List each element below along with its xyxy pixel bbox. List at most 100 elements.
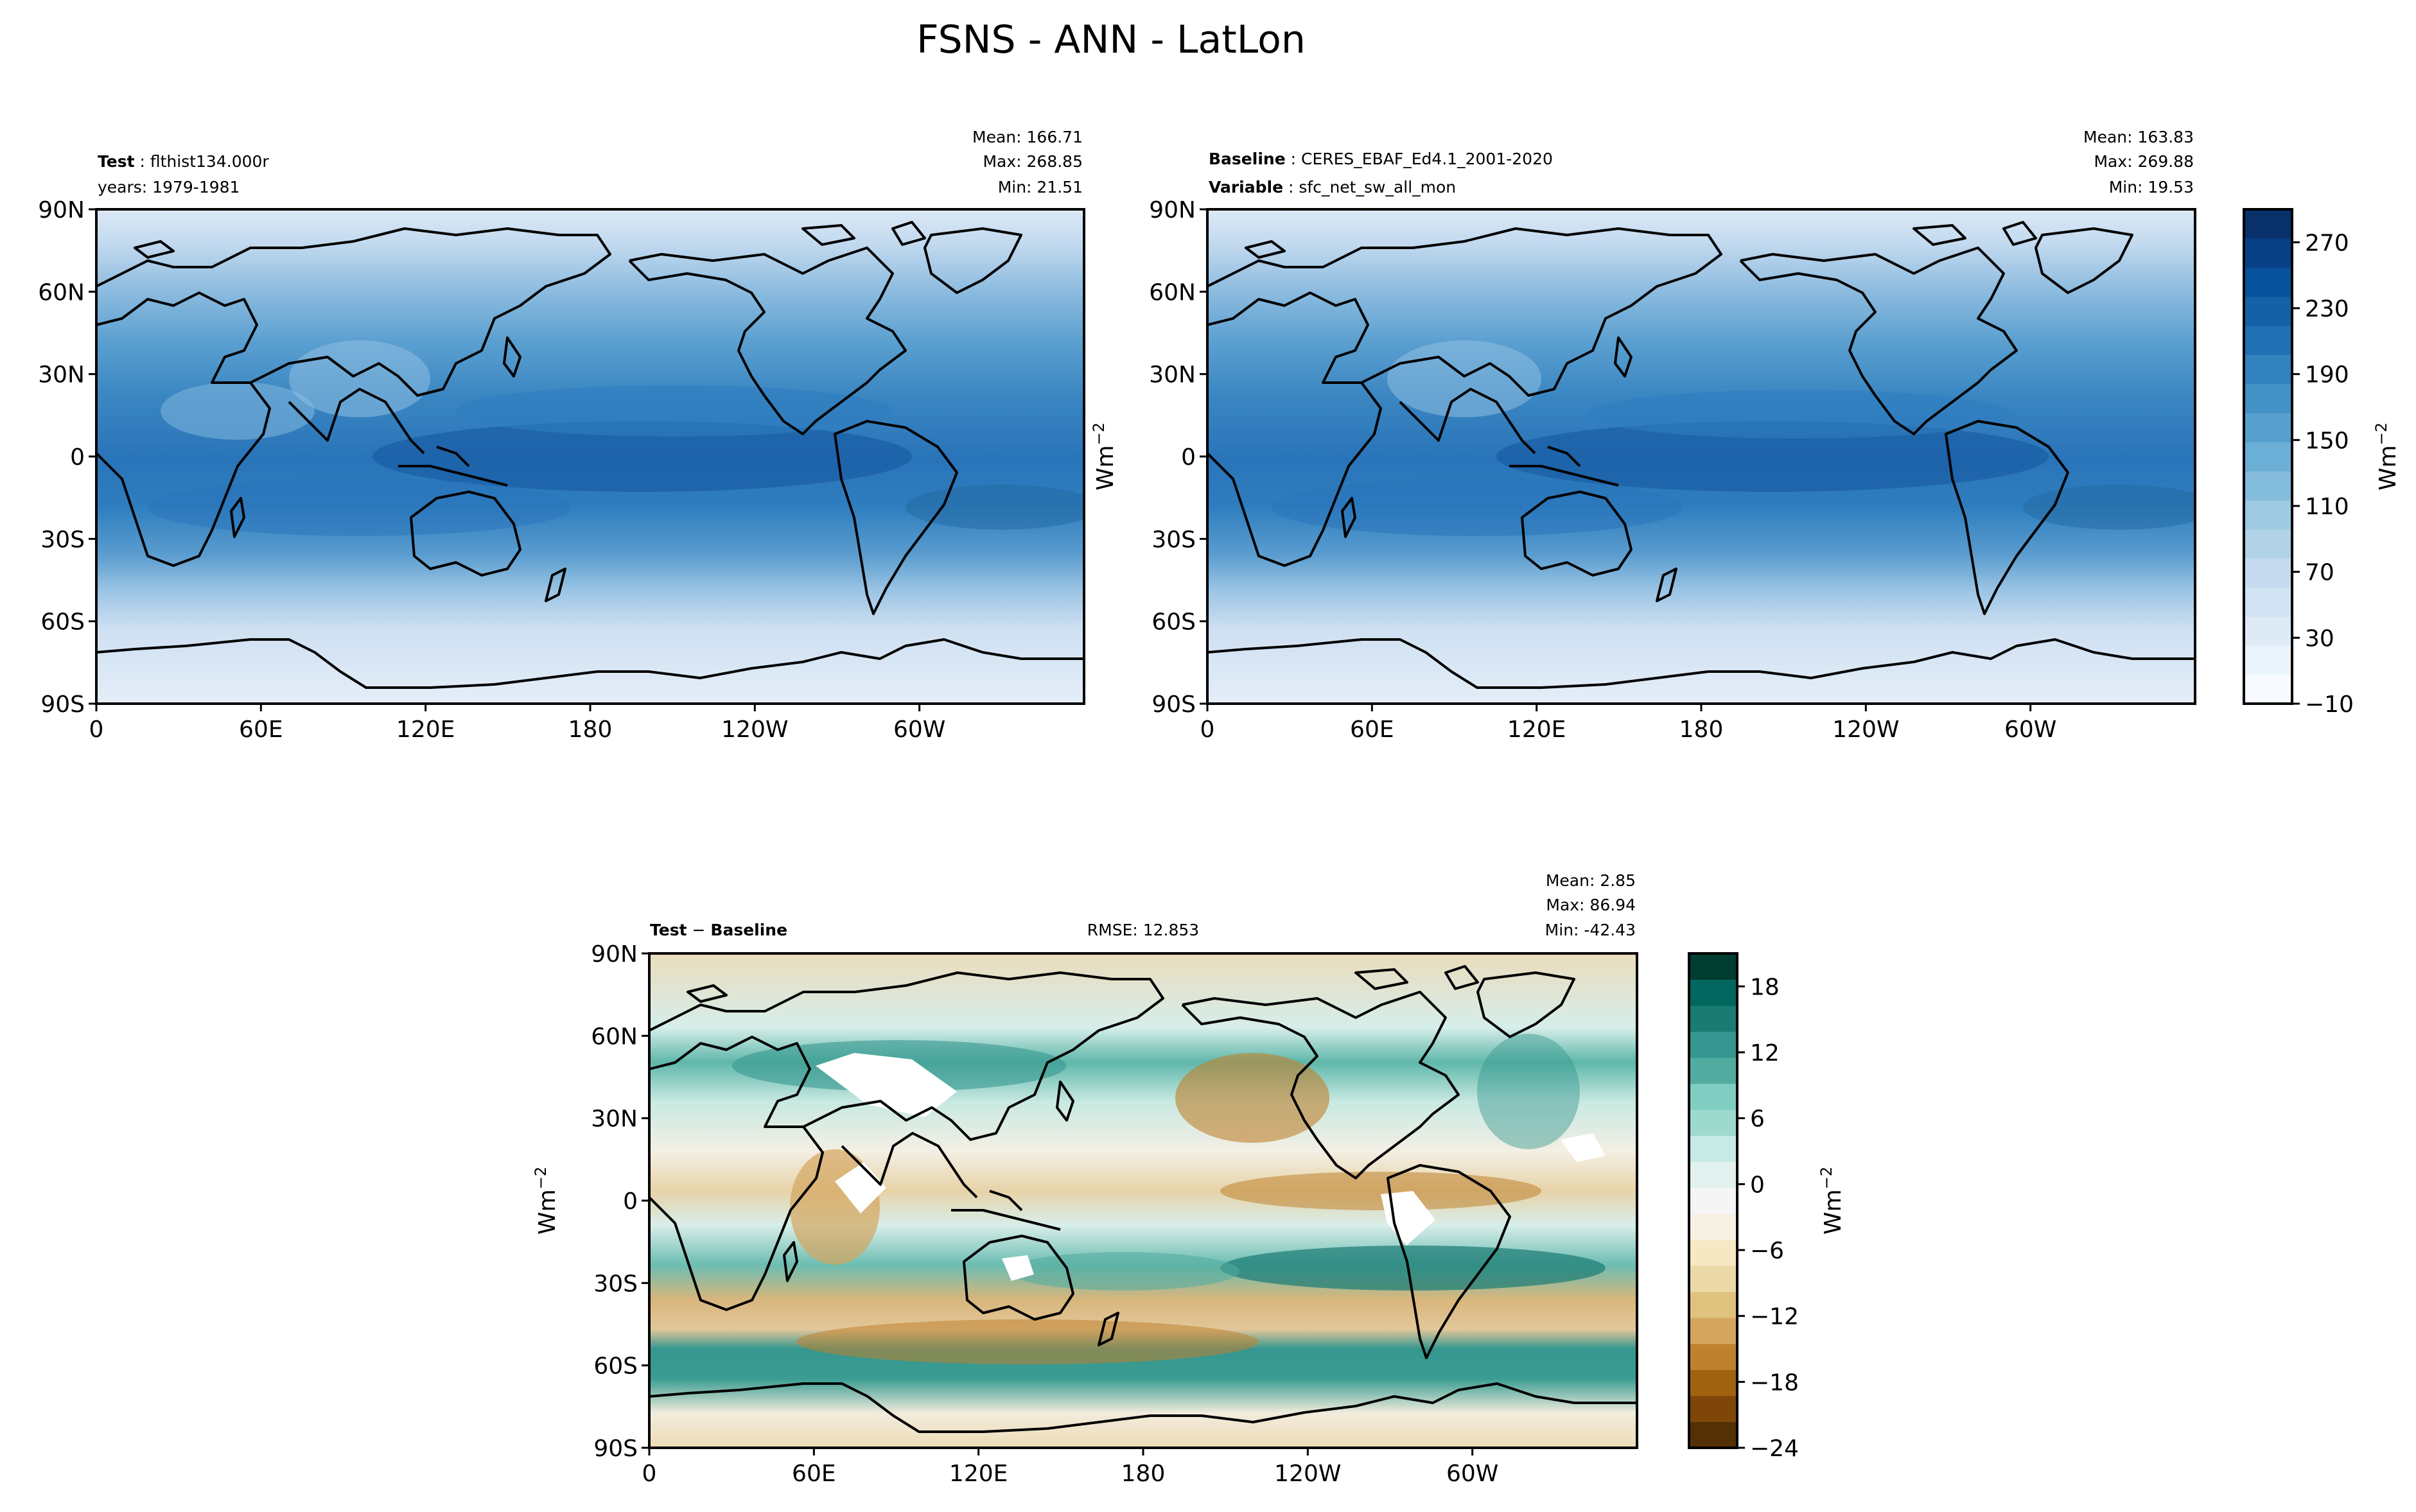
baseline-lat-tick-label: 30S <box>1151 526 1196 553</box>
test-map-field <box>96 209 1084 704</box>
diff-colorbar-tick-label: 12 <box>1750 1040 1780 1066</box>
diff-rmse-stat: RMSE: 12.853 <box>1087 921 1199 939</box>
diff-colorbar-level <box>1689 1109 1737 1136</box>
main-colorbar-tick-label: −10 <box>2305 691 2354 718</box>
main-colorbar-level <box>2244 326 2292 355</box>
diff-colorbar-level <box>1689 1005 1737 1032</box>
test-lat-tick-label: 60N <box>38 279 85 306</box>
main-colorbar-level <box>2244 354 2292 385</box>
test-lat-tick-label: 90N <box>38 197 85 223</box>
baseline-lat-tick-label: 30N <box>1149 362 1196 388</box>
baseline-lon-ticks: 0 60E 120E 180 120W 60W <box>1200 704 2056 743</box>
test-max-stat: Max: 268.85 <box>983 152 1083 171</box>
diff-colorbar-tick-label: 6 <box>1750 1106 1765 1133</box>
diff-lon-tick-label: 180 <box>1121 1461 1166 1487</box>
diff-lon-tick-label: 60W <box>1446 1461 1498 1487</box>
baseline-lat-tick-label: 90S <box>1151 691 1196 718</box>
baseline-header-label: Baseline : CERES_EBAF_Ed4.1_2001-2020 <box>1209 150 1553 168</box>
test-lat-tick-label: 0 <box>70 444 85 471</box>
diff-lat-tick-label: 30N <box>591 1106 638 1133</box>
main-colorbar-tick-label: 270 <box>2305 230 2349 256</box>
diff-lat-tick-label: 60S <box>593 1353 638 1380</box>
baseline-panel: Baseline : CERES_EBAF_Ed4.1_2001-2020 Va… <box>1090 128 2196 743</box>
diff-colorbar-level <box>1689 979 1737 1006</box>
diff-header-label: Test − Baseline <box>650 921 787 939</box>
baseline-max-stat: Max: 269.88 <box>2094 152 2194 171</box>
main-colorbar-tick-label: 190 <box>2305 362 2349 388</box>
diff-colorbar-level <box>1689 1161 1737 1188</box>
test-lon-tick-label: 120W <box>721 717 788 743</box>
baseline-lon-tick-label: 60W <box>2004 717 2056 743</box>
diff-map-field <box>649 953 1637 1448</box>
test-mean-stat: Mean: 166.71 <box>972 128 1083 146</box>
diff-colorbar-level <box>1689 1239 1737 1266</box>
test-lat-tick-label: 90S <box>40 691 85 718</box>
main-colorbar-level <box>2244 413 2292 442</box>
main-colorbar: 270 230 190 150 110 70 30 −10 Wm−2 <box>2243 208 2401 718</box>
diff-colorbar-level <box>1689 1291 1737 1318</box>
test-header-label: Test : flthist134.000r <box>98 152 269 171</box>
baseline-variable-label: Variable : sfc_net_sw_all_mon <box>1209 178 1456 196</box>
main-colorbar-tick-label: 70 <box>2305 560 2334 586</box>
main-colorbar-level <box>2244 529 2292 559</box>
diff-colorbar-level <box>1689 1213 1737 1240</box>
diff-max-stat: Max: 86.94 <box>1546 896 1636 914</box>
diff-lat-tick-label: 90S <box>593 1436 638 1462</box>
baseline-min-stat: Min: 19.53 <box>2109 178 2194 196</box>
diff-colorbar-level <box>1689 1265 1737 1292</box>
diff-lon-tick-label: 120W <box>1274 1461 1341 1487</box>
baseline-mean-stat: Mean: 163.83 <box>2083 128 2194 146</box>
baseline-map-field <box>1207 209 2195 704</box>
main-colorbar-level <box>2244 267 2292 297</box>
diff-ylabel: Wm−2 <box>532 1167 561 1235</box>
diff-colorbar-tick-label: 18 <box>1750 974 1780 1000</box>
baseline-lon-tick-label: 60E <box>1350 717 1394 743</box>
diff-lon-tick-label: 120E <box>949 1461 1008 1487</box>
test-panel: Test : flthist134.000r years: 1979-1981 … <box>38 128 1085 743</box>
diff-mean-stat: Mean: 2.85 <box>1546 871 1636 890</box>
main-colorbar-level <box>2244 442 2292 472</box>
main-colorbar-level <box>2244 471 2292 501</box>
main-colorbar-level <box>2244 674 2292 704</box>
diff-colorbar-level <box>1689 1083 1737 1110</box>
diff-colorbar-tick-label: −12 <box>1750 1304 1799 1330</box>
main-colorbar-tick-label: 230 <box>2305 296 2349 322</box>
main-colorbar-level <box>2244 383 2292 413</box>
main-colorbar-level <box>2244 587 2292 617</box>
baseline-lat-tick-label: 60N <box>1149 279 1196 306</box>
diff-panel: Test − Baseline RMSE: 12.853 Mean: 2.85 … <box>532 871 1638 1487</box>
main-colorbar-level <box>2244 616 2292 646</box>
main-colorbar-label: Wm−2 <box>2372 422 2401 491</box>
test-years-label: years: 1979-1981 <box>98 178 240 196</box>
diff-colorbar-level <box>1689 1421 1737 1448</box>
diff-colorbar: 18 12 6 0 −6 −12 −18 −24 Wm−2 <box>1688 952 1846 1462</box>
main-colorbar-tick-label: 30 <box>2305 625 2334 652</box>
test-lon-tick-label: 180 <box>568 717 613 743</box>
main-colorbar-tick-label: 110 <box>2305 494 2349 520</box>
diff-colorbar-level <box>1689 953 1737 980</box>
diff-colorbar-tick-label: −24 <box>1750 1436 1799 1462</box>
baseline-lat-tick-label: 60S <box>1151 609 1196 636</box>
test-min-stat: Min: 21.51 <box>998 178 1083 196</box>
test-lon-tick-label: 60E <box>239 717 283 743</box>
test-lon-tick-label: 120E <box>396 717 455 743</box>
diff-lat-tick-label: 0 <box>623 1188 638 1215</box>
diff-colorbar-label: Wm−2 <box>1817 1167 1846 1235</box>
baseline-lon-tick-label: 180 <box>1679 717 1724 743</box>
diff-lat-ticks: 90N 60N 30N 0 30S 60S 90S <box>591 941 649 1462</box>
test-lon-tick-label: 60W <box>893 717 945 743</box>
main-colorbar-level <box>2244 238 2292 268</box>
test-lon-ticks: 0 60E 120E 180 120W 60W <box>89 704 945 743</box>
diff-lat-tick-label: 30S <box>593 1271 638 1297</box>
baseline-lon-tick-label: 120W <box>1832 717 1899 743</box>
test-lat-tick-label: 30N <box>38 362 85 388</box>
diff-lat-tick-label: 90N <box>591 941 638 968</box>
main-colorbar-level <box>2244 500 2292 530</box>
diff-colorbar-level <box>1689 1031 1737 1058</box>
diff-colorbar-level <box>1689 1317 1737 1344</box>
test-lon-tick-label: 0 <box>89 717 104 743</box>
main-colorbar-level <box>2244 645 2292 675</box>
diff-colorbar-level <box>1689 1135 1737 1162</box>
baseline-lon-tick-label: 120E <box>1507 717 1566 743</box>
diff-colorbar-level <box>1689 1057 1737 1084</box>
